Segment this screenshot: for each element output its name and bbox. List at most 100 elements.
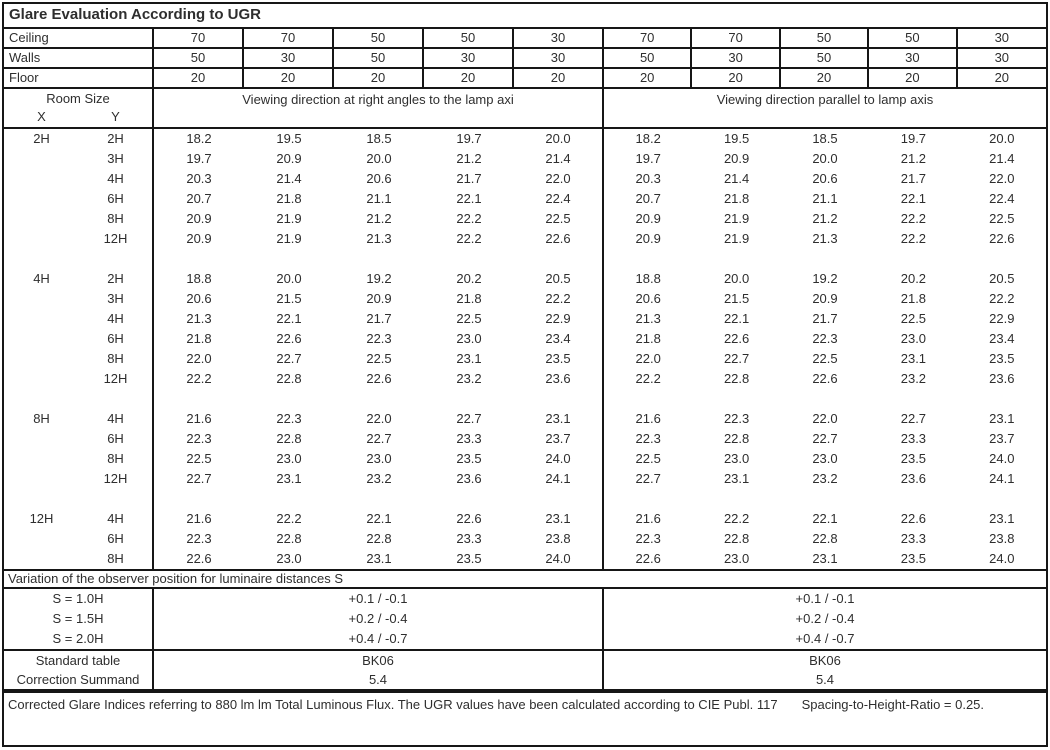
ugr-value-cell: 22.6 [989, 231, 1015, 246]
section-header-parallel: Viewing direction parallel to lamp axis [716, 92, 934, 107]
ugr-value-cell: 22.3 [635, 531, 661, 546]
ugr-table-row: 8H 22.5 23.0 23.0 23.5 24.0 22.5 23.0 23.0 23.5 24… [4, 449, 1046, 469]
page-title: Glare Evaluation According to UGR [4, 4, 1046, 29]
ugr-value-cell [781, 249, 869, 269]
surface-value-cell: 20 [154, 69, 244, 87]
ugr-table-row: 8H 20.9 21.9 21.2 22.2 22.5 20.9 21.9 21.2 22.2 22… [4, 209, 1046, 229]
ugr-value-cell: 23.2 [900, 371, 927, 386]
ugr-value-cell: 22.5 [635, 451, 661, 466]
variation-row: S = 2.0H +0.4 / -0.7 +0.4 / -0.7 [4, 629, 1046, 649]
ugr-value-cell: 23.0 [366, 451, 392, 466]
ugr-value-cell: 20.2 [456, 271, 482, 286]
footer-text: Corrected Glare Indices referring to 880… [8, 697, 778, 712]
ugr-value-cell: 21.1 [366, 191, 392, 206]
ugr-value-cell: 21.2 [366, 211, 392, 226]
ugr-value-cell: 24.0 [989, 551, 1015, 566]
ugr-value-cell: 21.4 [723, 171, 750, 186]
surface-value-cell: 20 [869, 69, 958, 87]
ugr-table-row: 8H 22.6 23.0 23.1 23.5 24.0 22.6 23.0 23.1 23.5 24… [4, 549, 1046, 569]
ugr-value-cell [334, 249, 424, 269]
ugr-value-cell: 22.5 [186, 451, 212, 466]
room-y-cell: 6H [79, 529, 154, 549]
surface-row-ceiling: Ceiling 70 70 50 50 30 70 70 50 50 30 [4, 29, 1046, 49]
ugr-value-cell: 22.5 [366, 351, 392, 366]
ugr-value-cell: 23.5 [456, 551, 482, 566]
ugr-value-cell: 22.0 [186, 351, 212, 366]
ugr-value-cell: 20.9 [186, 211, 212, 226]
room-x-cell [4, 529, 79, 549]
ugr-value-cell: 22.0 [989, 171, 1015, 186]
ugr-value-cell: 19.2 [812, 271, 838, 286]
surface-value-cell: 50 [781, 49, 870, 67]
ugr-value-cell: 22.3 [723, 411, 750, 426]
ugr-value-cell: 22.6 [186, 551, 212, 566]
surface-value-cell: 30 [514, 29, 604, 47]
ugr-value-cell: 22.8 [366, 531, 392, 546]
ugr-value-cell: 22.2 [514, 289, 604, 309]
ugr-value-cell: 23.1 [514, 409, 604, 429]
spacer-row [4, 389, 1046, 409]
summary-rows: Standard table BK06 BK06 Correction Summand… [4, 649, 1046, 689]
room-y-cell: 12H [79, 469, 154, 489]
ugr-table: Glare Evaluation According to UGR Ceilin… [2, 2, 1048, 691]
surface-value-cell: 50 [869, 29, 958, 47]
ugr-value-cell: 23.1 [276, 471, 302, 486]
ugr-value-cell [869, 249, 957, 269]
x-axis-label: X [37, 109, 46, 124]
variation-value-left: +0.1 / -0.1 [154, 589, 604, 609]
ugr-value-cell [244, 249, 334, 269]
surface-row-label: Walls [4, 49, 154, 67]
ugr-value-cell: 21.9 [723, 211, 750, 226]
summary-value-right: BK06 [809, 653, 841, 668]
ugr-value-cell: 21.4 [989, 151, 1015, 166]
ugr-value-cell: 22.3 [186, 531, 212, 546]
room-y-cell: 3H [79, 289, 154, 309]
ugr-value-cell: 19.7 [635, 151, 661, 166]
ugr-value-cell: 18.8 [635, 271, 661, 286]
room-x-cell: 12H [29, 511, 54, 526]
ugr-value-cell: 23.0 [276, 451, 302, 466]
surface-value-cell: 20 [994, 70, 1010, 85]
ugr-value-cell: 23.3 [900, 531, 927, 546]
ugr-value-cell: 21.3 [366, 231, 392, 246]
ugr-value-cell: 22.6 [366, 371, 392, 386]
room-y-cell: 4H [79, 169, 154, 189]
ugr-value-cell: 22.8 [276, 371, 302, 386]
ugr-value-cell: 23.2 [456, 371, 482, 386]
ugr-table-row: 12H 4H 21.6 22.2 22.1 22.6 23.1 21.6 22.2 22.1 22.… [4, 509, 1046, 529]
ugr-value-cell: 22.1 [456, 191, 482, 206]
ugr-value-cell: 21.9 [276, 211, 302, 226]
ugr-table-row: 6H 21.8 22.6 22.3 23.0 23.4 21.8 22.6 22.3 23.0 23… [4, 329, 1046, 349]
spacer-row [4, 249, 1046, 269]
ugr-value-cell: 22.3 [186, 431, 212, 446]
ugr-value-cell: 22.9 [514, 309, 604, 329]
ugr-value-cell [154, 389, 244, 409]
ugr-value-cell: 22.6 [812, 371, 838, 386]
ugr-value-cell: 22.7 [276, 351, 302, 366]
surface-value-cell: 50 [334, 49, 424, 67]
ugr-value-cell: 22.7 [723, 351, 750, 366]
ugr-value-cell: 18.8 [186, 271, 212, 286]
ugr-value-cell: 22.0 [635, 351, 661, 366]
ugr-value-cell: 21.3 [812, 231, 838, 246]
ugr-value-cell: 21.8 [186, 331, 212, 346]
ugr-value-cell: 19.7 [900, 131, 927, 146]
ugr-value-cell: 23.0 [723, 451, 750, 466]
room-x-cell [4, 209, 79, 229]
variation-label: S = 2.0H [4, 629, 154, 649]
surface-value-cell: 30 [244, 49, 334, 67]
ugr-value-cell: 24.0 [514, 449, 604, 469]
room-x-cell [4, 549, 79, 569]
ugr-value-cell: 22.1 [723, 311, 750, 326]
surface-value-cell: 30 [994, 30, 1010, 45]
ugr-value-cell: 22.3 [635, 431, 661, 446]
summary-value-left: 5.4 [154, 670, 604, 689]
variation-row: S = 1.5H +0.2 / -0.4 +0.2 / -0.4 [4, 609, 1046, 629]
ugr-value-cell: 20.6 [366, 171, 392, 186]
variation-value-left: +0.2 / -0.4 [154, 609, 604, 629]
summary-label: Standard table [4, 651, 154, 670]
ugr-value-cell: 23.2 [812, 471, 838, 486]
ugr-value-cell: 19.5 [276, 131, 302, 146]
ugr-value-cell: 20.6 [635, 291, 661, 306]
ugr-value-cell: 23.4 [989, 331, 1015, 346]
